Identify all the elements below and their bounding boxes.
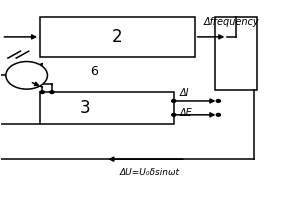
Text: ΔI: ΔI [180, 88, 189, 98]
Circle shape [216, 113, 220, 116]
Text: 3: 3 [79, 99, 90, 117]
Circle shape [40, 91, 44, 93]
Text: Δfrequency: Δfrequency [203, 17, 259, 27]
Text: ΔE: ΔE [180, 108, 193, 118]
Circle shape [172, 113, 176, 116]
Circle shape [50, 91, 54, 93]
Bar [40, 92, 174, 124]
Text: 2: 2 [112, 28, 123, 46]
Circle shape [172, 100, 176, 102]
Circle shape [6, 62, 47, 89]
Text: 6: 6 [91, 65, 98, 78]
Bar [40, 17, 195, 57]
Bar [215, 17, 257, 90]
Text: ΔU=U₀δsinωt: ΔU=U₀δsinωt [120, 168, 180, 177]
Circle shape [216, 100, 220, 102]
